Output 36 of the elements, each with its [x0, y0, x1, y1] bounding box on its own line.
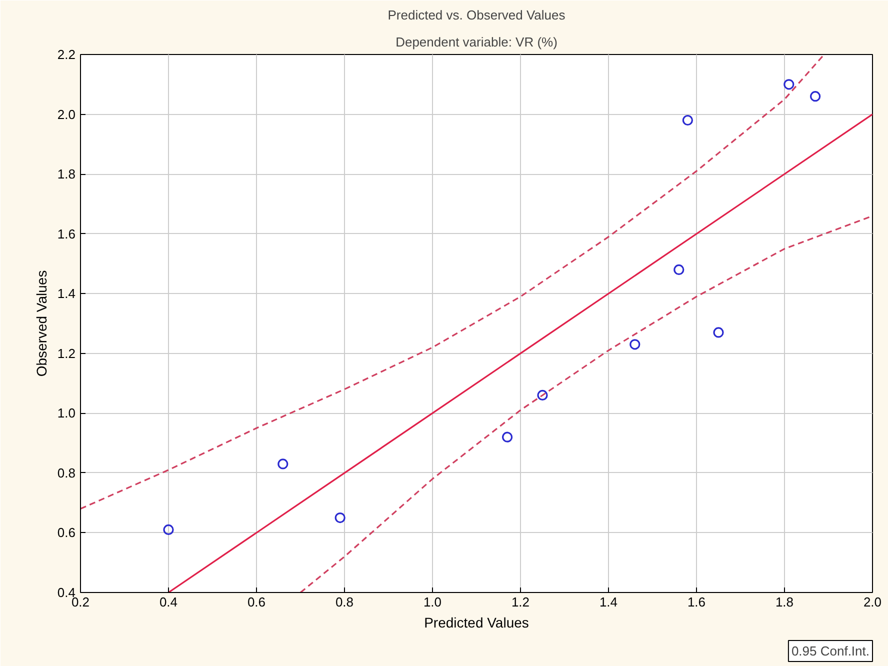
y-tick-label: 2.2 [57, 47, 76, 62]
point [537, 390, 548, 401]
x-tick-label: 1.4 [599, 594, 618, 610]
x-axis-title: Predicted Values [424, 614, 529, 630]
y-tick-label: 1.0 [57, 406, 76, 421]
line-series [300, 215, 872, 592]
point [502, 432, 513, 442]
chart-subtitle: Dependent variable: VR (%) [396, 34, 558, 50]
y-tick-label: 1.8 [57, 166, 76, 182]
point [713, 327, 724, 338]
point [810, 91, 821, 102]
x-tick-label: 1.2 [511, 594, 530, 610]
point [278, 458, 288, 470]
text: 0.95 Conf.Int. [791, 644, 870, 658]
point [674, 264, 684, 275]
y-tick-label: 2.0 [57, 106, 76, 122]
y-tick-label: 0.6 [57, 525, 76, 540]
x-tick-label: 1.0 [423, 594, 442, 610]
y-tick-label: 1.6 [57, 226, 76, 242]
x-tick-label: 0.6 [247, 594, 266, 610]
point [163, 524, 174, 536]
x-tick-label: 1.6 [687, 594, 706, 610]
x-tick-label: 0.8 [335, 594, 354, 610]
y-tick-label: 1.2 [57, 346, 76, 361]
x-tick-label: 1.8 [775, 594, 794, 610]
y-axis-title: Observed Values [33, 270, 50, 377]
line-series [80, 54, 825, 510]
x-tick-label: 0.4 [159, 594, 178, 610]
point [682, 114, 693, 126]
point [334, 512, 346, 524]
chart-title: Predicted vs. Observed Values [388, 8, 566, 22]
point [630, 339, 640, 350]
point [784, 79, 794, 90]
x-tick-label: 2.0 [863, 594, 882, 610]
y-tick-label: 0.8 [57, 465, 76, 480]
y-tick-label: 1.4 [57, 286, 76, 302]
